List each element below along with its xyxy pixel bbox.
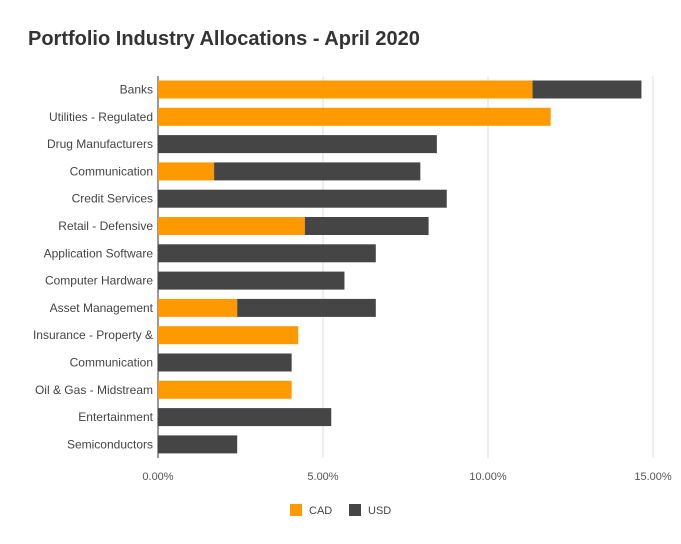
category-label: Communication <box>70 164 153 178</box>
category-label: Drug Manufacturers <box>47 137 153 151</box>
x-tick-label: 5.00% <box>307 471 338 483</box>
bar-usd <box>158 271 345 290</box>
category-label: Application Software <box>44 246 154 260</box>
bar-usd <box>532 80 642 99</box>
category-label: Asset Management <box>50 301 154 315</box>
legend: CAD USD <box>290 504 391 517</box>
x-tick-label: 10.00% <box>469 471 507 483</box>
category-label: Semiconductors <box>67 437 153 451</box>
x-tick-labels: 0.00% 5.00% 10.00% 15.00% <box>142 471 671 483</box>
bar-cad <box>158 162 215 181</box>
legend-swatch-usd <box>349 504 361 516</box>
bar-cad <box>158 326 299 345</box>
bar-usd <box>158 135 437 154</box>
category-label: Computer Hardware <box>45 274 153 288</box>
bar-cad <box>158 107 551 126</box>
category-label: Banks <box>120 83 153 97</box>
bar-usd <box>158 408 332 427</box>
legend-label-cad: CAD <box>309 505 332 517</box>
legend-label-usd: USD <box>368 505 391 517</box>
bar-usd <box>158 244 376 263</box>
category-label: Communication <box>70 356 153 370</box>
bar-cad <box>158 380 292 399</box>
x-tick-label: 0.00% <box>142 471 173 483</box>
bar-cad <box>158 217 305 235</box>
bar-usd <box>158 353 292 372</box>
bar-usd <box>158 435 238 454</box>
category-label: Oil & Gas - Midstream <box>35 383 153 397</box>
category-label: Entertainment <box>78 410 153 424</box>
bar-usd <box>158 189 447 208</box>
bar-cad <box>158 80 533 99</box>
bars <box>158 80 642 454</box>
legend-swatch-cad <box>290 504 302 516</box>
category-label: Insurance - Property & <box>33 328 153 342</box>
bar-usd <box>237 298 376 317</box>
category-label: Utilities - Regulated <box>49 110 153 124</box>
bar-usd <box>304 217 429 235</box>
chart-title: Portfolio Industry Allocations - April 2… <box>28 28 420 50</box>
grid-lines <box>157 76 654 458</box>
category-labels: Banks Utilities - Regulated Drug Manufactu… <box>33 83 154 452</box>
category-label: Credit Services <box>72 192 153 206</box>
bar-usd <box>214 162 421 181</box>
bar-cad <box>158 298 238 317</box>
x-tick-label: 15.00% <box>634 471 672 483</box>
category-label: Retail - Defensive <box>58 219 153 233</box>
